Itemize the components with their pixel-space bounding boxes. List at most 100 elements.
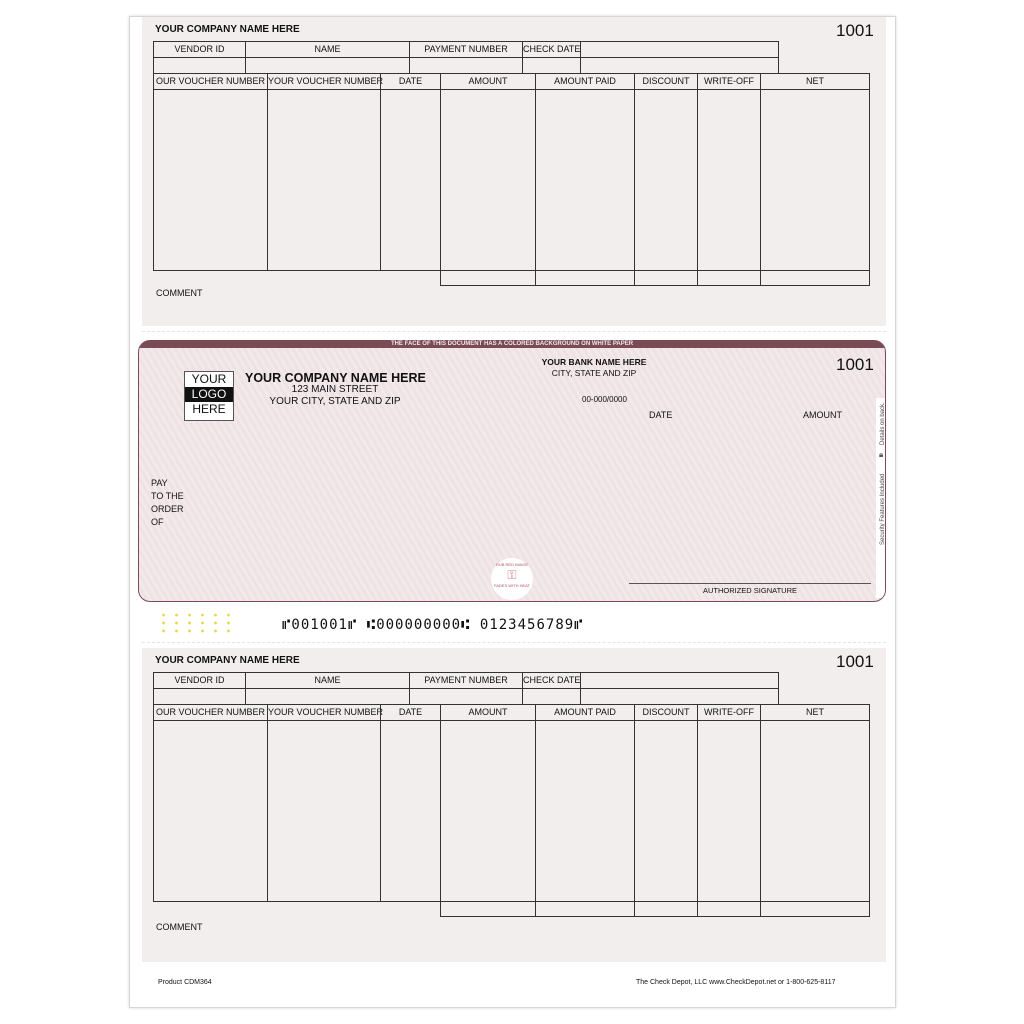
perforation-bottom bbox=[142, 642, 886, 643]
table-header-cell: AMOUNT PAID bbox=[535, 73, 635, 90]
micr-line: ⑈001001⑈ ⑆000000000⑆ 0123456789⑈ bbox=[282, 617, 584, 633]
info-header-label: VENDOR ID bbox=[174, 44, 225, 54]
table-header-cell: AMOUNT bbox=[440, 704, 536, 721]
table-column-body[interactable] bbox=[697, 720, 761, 902]
table-header-cell: DISCOUNT bbox=[634, 73, 698, 90]
info-value-cell[interactable] bbox=[580, 57, 779, 74]
info-value-cell[interactable] bbox=[580, 688, 779, 705]
info-value-cell[interactable] bbox=[153, 688, 246, 705]
table-total-cell[interactable] bbox=[634, 901, 698, 917]
stub-company-name: YOUR COMPANY NAME HERE bbox=[155, 24, 300, 35]
table-total-cell[interactable] bbox=[440, 270, 536, 286]
table-header-cell: AMOUNT bbox=[440, 73, 536, 90]
table-header-cell: DATE bbox=[380, 73, 441, 90]
table-column-body[interactable] bbox=[267, 89, 381, 271]
details-on-back-text: Details on back. bbox=[880, 402, 886, 445]
table-header-label: OUR VOUCHER NUMBER bbox=[155, 707, 265, 717]
table-total-cell[interactable] bbox=[440, 901, 536, 917]
table-header-label: AMOUNT PAID bbox=[554, 707, 616, 717]
product-code: Product CDM364 bbox=[158, 979, 212, 986]
comment-label: COMMENT bbox=[156, 288, 203, 298]
table-header-cell: DATE bbox=[380, 704, 441, 721]
table-header-label: DISCOUNT bbox=[642, 707, 690, 717]
table-header-label: DATE bbox=[398, 707, 423, 717]
table-header-label: AMOUNT bbox=[468, 76, 508, 86]
pay-text: PAY bbox=[151, 478, 168, 488]
table-column-body[interactable] bbox=[267, 720, 381, 902]
signature-line bbox=[629, 583, 871, 584]
side-strip bbox=[876, 398, 885, 598]
table-total-cell[interactable] bbox=[535, 901, 635, 917]
key-icon: ⚿ bbox=[507, 568, 517, 582]
info-header-label: NAME bbox=[314, 44, 341, 54]
table-header-cell: WRITE-OFF bbox=[697, 704, 761, 721]
logo-text: HERE bbox=[192, 402, 226, 416]
info-value-cell[interactable] bbox=[245, 57, 410, 74]
info-header-cell bbox=[580, 672, 779, 689]
table-column-body[interactable] bbox=[760, 89, 870, 271]
table-header-cell: DISCOUNT bbox=[634, 704, 698, 721]
table-total-cell[interactable] bbox=[697, 901, 761, 917]
padlock-icon: 🔒︎ bbox=[879, 450, 884, 459]
vendor-info: The Check Depot, LLC www.CheckDepot.net … bbox=[636, 979, 836, 986]
info-header-cell: CHECK DATE bbox=[522, 672, 581, 689]
table-column-body[interactable] bbox=[760, 720, 870, 902]
table-column-body[interactable] bbox=[153, 89, 268, 271]
table-column-body[interactable] bbox=[440, 720, 536, 902]
company-address: 123 MAIN STREET YOUR CITY, STATE AND ZIP bbox=[245, 384, 425, 408]
table-column-body[interactable] bbox=[380, 89, 441, 271]
seal-text: RUB RED IMAGE bbox=[495, 562, 528, 567]
table-header-label: NET bbox=[806, 76, 824, 86]
info-header-cell: CHECK DATE bbox=[522, 41, 581, 58]
table-column-body[interactable] bbox=[697, 89, 761, 271]
amount-label: AMOUNT bbox=[803, 410, 842, 420]
info-header-cell: PAYMENT NUMBER bbox=[409, 41, 523, 58]
stub-check-number: 1001 bbox=[836, 652, 874, 671]
check-number: 1001 bbox=[836, 355, 874, 374]
bottom-voucher-stub: YOUR COMPANY NAME HERE 1001 VENDOR ID NAME P… bbox=[142, 648, 886, 962]
street: 123 MAIN STREET bbox=[291, 384, 379, 395]
info-header-cell bbox=[580, 41, 779, 58]
table-column-body[interactable] bbox=[440, 89, 536, 271]
heat-seal-key-icon: RUB RED IMAGE ⚿ FADES WITH HEAT bbox=[491, 558, 533, 600]
table-column-body[interactable] bbox=[380, 720, 441, 902]
table-header-label: WRITE-OFF bbox=[704, 76, 754, 86]
table-total-cell[interactable] bbox=[760, 270, 870, 286]
signature-label: AUTHORIZED SIGNATURE bbox=[702, 586, 798, 595]
info-value-cell[interactable] bbox=[522, 57, 581, 74]
info-header-cell: NAME bbox=[245, 41, 410, 58]
table-column-body[interactable] bbox=[535, 720, 635, 902]
table-header-cell: YOUR VOUCHER NUMBER bbox=[267, 73, 384, 90]
table-column-body[interactable] bbox=[634, 89, 698, 271]
info-header-label: NAME bbox=[314, 675, 341, 685]
perforation-top bbox=[142, 331, 886, 332]
info-value-cell[interactable] bbox=[522, 688, 581, 705]
table-header-label: AMOUNT bbox=[468, 707, 508, 717]
info-value-cell[interactable] bbox=[245, 688, 410, 705]
info-value-cell[interactable] bbox=[409, 688, 523, 705]
table-column-body[interactable] bbox=[535, 89, 635, 271]
info-header-cell: VENDOR ID bbox=[153, 41, 246, 58]
table-header-label: NET bbox=[806, 707, 824, 717]
info-value-cell[interactable] bbox=[409, 57, 523, 74]
table-total-cell[interactable] bbox=[697, 270, 761, 286]
pay-to-order-label: PAY TO THE ORDER OF bbox=[151, 477, 184, 529]
info-header-label: VENDOR ID bbox=[174, 675, 225, 685]
info-value-cell[interactable] bbox=[153, 57, 246, 74]
table-header-label: DATE bbox=[398, 76, 423, 86]
table-total-cell[interactable] bbox=[760, 901, 870, 917]
table-header-cell: YOUR VOUCHER NUMBER bbox=[267, 704, 383, 721]
table-header-cell: NET bbox=[760, 704, 870, 721]
table-total-cell[interactable] bbox=[634, 270, 698, 286]
date-label: DATE bbox=[649, 410, 673, 420]
table-header-cell: OUR VOUCHER NUMBER bbox=[153, 704, 268, 721]
table-total-cell[interactable] bbox=[535, 270, 635, 286]
info-header-label: CHECK DATE bbox=[523, 44, 581, 54]
table-header-label: OUR VOUCHER NUMBER bbox=[155, 76, 265, 86]
table-header-label: YOUR VOUCHER NUMBER bbox=[268, 76, 384, 86]
security-features-text: Security Features Included bbox=[880, 473, 886, 545]
table-column-body[interactable] bbox=[634, 720, 698, 902]
logo-text: LOGO bbox=[185, 387, 233, 402]
table-column-body[interactable] bbox=[153, 720, 268, 902]
stub-company-name: YOUR COMPANY NAME HERE bbox=[155, 655, 300, 666]
